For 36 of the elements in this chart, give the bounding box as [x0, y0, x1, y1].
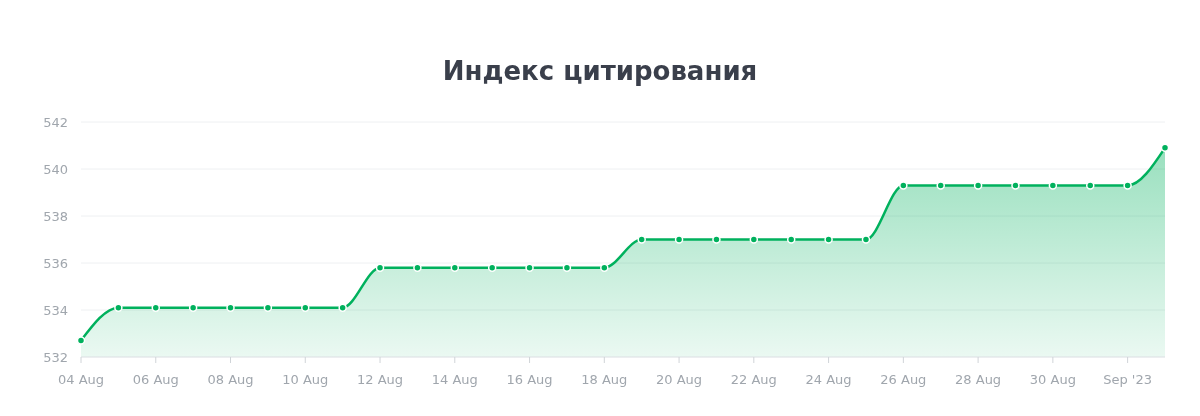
point — [637, 235, 646, 244]
x-tick-label: 10 Aug — [282, 372, 329, 387]
point — [899, 181, 908, 190]
y-tick-label: 536 — [43, 255, 68, 271]
point — [936, 181, 945, 190]
x-tick-label: Sep '23 — [1103, 372, 1152, 387]
point — [674, 235, 684, 244]
x-tick-label: 04 Aug — [57, 372, 105, 387]
x-tick-label: 06 Aug — [132, 372, 179, 387]
point — [824, 235, 833, 244]
x-tick-label: 26 Aug — [880, 372, 927, 387]
point — [1123, 181, 1132, 190]
point — [1048, 181, 1058, 190]
point — [749, 235, 759, 244]
y-tick-label: 532 — [43, 349, 68, 365]
x-tick-label: 30 Aug — [1029, 372, 1076, 387]
x-tick-label: 18 Aug — [581, 372, 628, 387]
y-tick-label: 534 — [43, 302, 68, 318]
x-tick-label: 08 Aug — [207, 372, 254, 387]
x-tick-label: 20 Aug — [656, 372, 703, 387]
y-tick-label: 542 — [43, 114, 68, 130]
point — [1085, 181, 1095, 190]
y-tick-label: 538 — [43, 208, 68, 224]
point — [712, 235, 721, 244]
x-tick-label: 28 Aug — [955, 372, 1002, 387]
point — [973, 181, 983, 190]
chart-title: Индекс цитирования — [442, 56, 758, 86]
x-tick-label: 22 Aug — [730, 372, 777, 387]
x-tick-label: 16 Aug — [506, 372, 553, 387]
point — [786, 235, 796, 244]
x-tick-label: 24 Aug — [805, 372, 852, 387]
point — [861, 235, 871, 244]
point — [1011, 181, 1020, 190]
y-tick-label: 540 — [43, 161, 68, 177]
x-tick-label: 14 Aug — [431, 372, 478, 387]
x-tick-label: 12 Aug — [357, 372, 404, 387]
